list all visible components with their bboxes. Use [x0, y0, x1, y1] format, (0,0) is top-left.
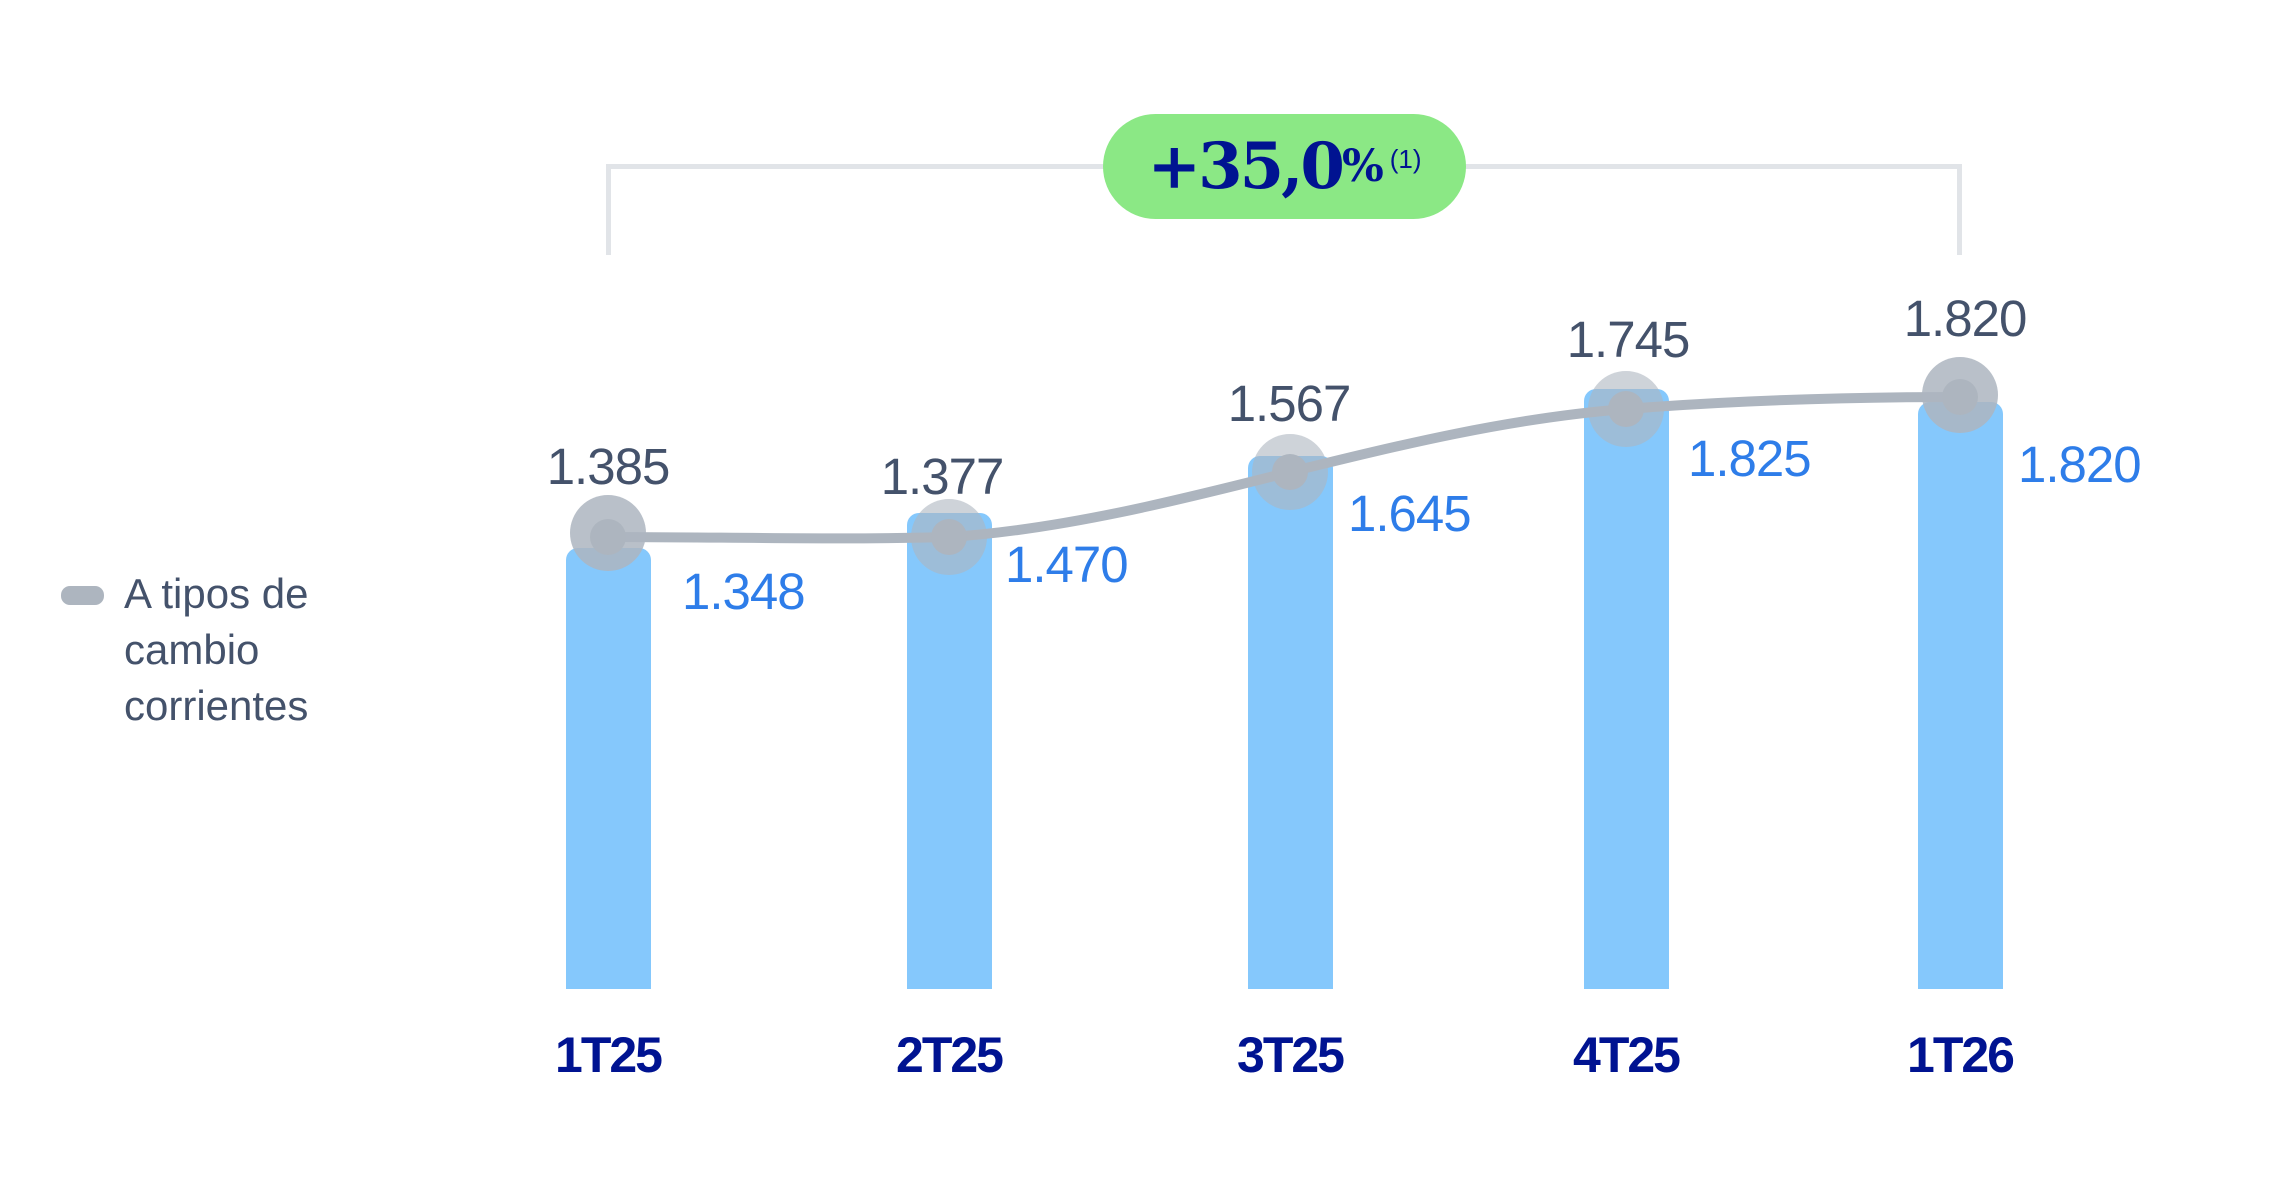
bar-1T25: [566, 548, 651, 989]
marker-inner-4T25: [1608, 391, 1644, 427]
category-label-2T25: 2T25: [896, 1027, 1004, 1083]
bar-value-2T25: 1.470: [1005, 536, 1129, 593]
bar-value-1T26: 1.820: [2018, 436, 2142, 493]
bar-value-4T25: 1.825: [1688, 430, 1812, 487]
marker-inner-3T25: [1272, 454, 1308, 490]
bracket-right-leg: [1957, 164, 1962, 255]
category-label-3T25: 3T25: [1237, 1027, 1345, 1083]
line-value-1T25: 1.385: [546, 438, 671, 495]
bar-2T25: [907, 513, 992, 989]
growth-badge-unit: %: [1341, 141, 1384, 192]
growth-badge-footnote: (1): [1389, 144, 1422, 174]
bar-value-1T25: 1.348: [682, 563, 806, 620]
bar-value-3T25: 1.645: [1348, 485, 1472, 542]
legend-line-swatch-icon: [61, 586, 104, 605]
bar-3T25: [1248, 456, 1333, 989]
legend-label: A tipos de cambio corrientes: [124, 570, 309, 729]
bracket-left-leg: [606, 164, 611, 255]
growth-badge: +35,0% (1): [1103, 114, 1466, 219]
marker-inner-1T26: [1942, 379, 1978, 415]
line-value-4T25: 1.745: [1566, 311, 1691, 368]
category-label-1T25: 1T25: [555, 1027, 663, 1083]
line-value-1T26: 1.820: [1903, 290, 2028, 347]
category-label-4T25: 4T25: [1573, 1027, 1681, 1083]
growth-badge-value: +35,0: [1147, 128, 1344, 204]
category-label-1T26: 1T26: [1907, 1027, 2015, 1083]
line-markers: [570, 357, 1998, 575]
marker-inner-1T25: [590, 519, 626, 555]
line-value-3T25: 1.567: [1227, 375, 1352, 432]
marker-inner-2T25: [931, 519, 967, 555]
bar-4T25: [1584, 389, 1669, 989]
line-value-2T25: 1.377: [880, 448, 1005, 505]
bar-1T26: [1918, 402, 2003, 989]
